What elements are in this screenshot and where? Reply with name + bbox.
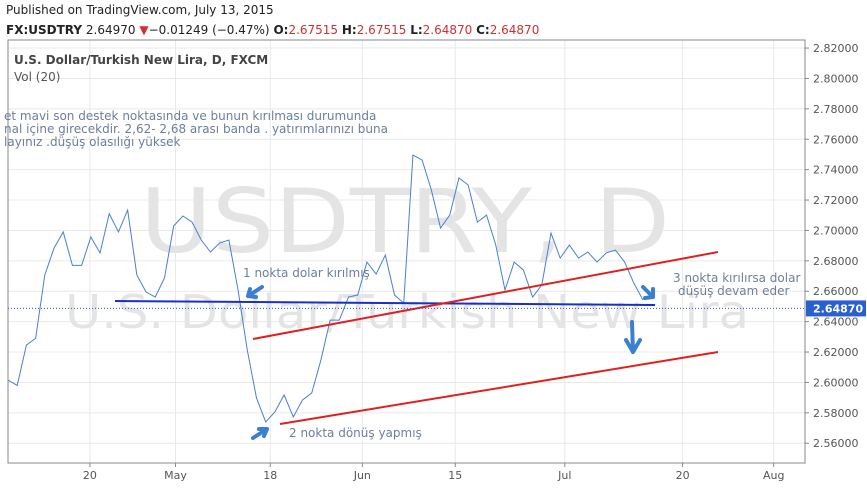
series	[7, 154, 644, 423]
note: nal içine girecekdir. 2,62- 2,68 arası b…	[4, 122, 388, 136]
y-tick-label: 2.72000	[813, 194, 859, 207]
note: layınız .düşüş olasılığı yüksek	[4, 135, 180, 149]
y-tick-label: 2.58000	[813, 407, 859, 420]
open-label: O:	[273, 23, 289, 37]
y-tick-label: 2.82000	[813, 42, 859, 55]
y-tick-label: 2.66000	[813, 285, 859, 298]
low-label: L:	[410, 23, 423, 37]
x-tick-label: 20	[83, 469, 97, 482]
support-line	[114, 300, 656, 306]
quote: FX:USDTRY 2.64970 ▼−0.01249 (−0.47%) O:2…	[6, 20, 539, 40]
price-line	[7, 154, 644, 423]
y-tick-label: 2.62000	[813, 346, 859, 359]
symbol: FX:USDTRY	[6, 23, 83, 37]
y-tick-label: 2.78000	[813, 103, 859, 116]
annotation: 1 nokta dolar kırılmış	[243, 266, 370, 280]
y-tick-label: 2.74000	[813, 164, 859, 177]
y-tick-label: 2.68000	[813, 255, 859, 268]
x-tick-label: 15	[448, 469, 462, 482]
arrow	[641, 285, 655, 300]
y-tick-label: 2.70000	[813, 224, 859, 237]
note: et mavi son destek noktasında ve bunun k…	[4, 109, 376, 123]
high-label: H:	[341, 23, 357, 37]
trend-line	[279, 351, 719, 425]
arrow	[246, 285, 264, 299]
arrow	[251, 427, 269, 440]
y-tick-label: 2.60000	[813, 376, 859, 389]
watermark: U.S. Dollar/Turkish New Lira	[65, 285, 749, 339]
chart-title: U.S. Dollar/Turkish New Lira, D, FXCM	[14, 53, 268, 67]
y-tick-label: 2.56000	[813, 437, 859, 450]
x-tick-label: 18	[263, 469, 277, 482]
close-label: C:	[476, 23, 490, 37]
arrow	[624, 320, 642, 354]
header: Published on TradingView.com, July 13, 2…	[6, 0, 539, 40]
x-tick-label: May	[164, 469, 187, 482]
last-price-box	[806, 300, 866, 317]
annotation: 3 nokta kırılırsa dolar	[673, 271, 800, 285]
change: −0.01249 (−0.47%)	[148, 23, 270, 37]
high: 2.67515	[356, 23, 407, 37]
x-tick-label: Jun	[353, 469, 371, 482]
chart-subtitle: Vol (20)	[14, 70, 60, 84]
close: 2.64870	[489, 23, 540, 37]
direction: ▼	[139, 23, 149, 37]
last-price-label: 2.64870	[813, 302, 863, 315]
last: 2.64970	[85, 23, 136, 37]
y-tick-label: 2.64000	[813, 316, 859, 329]
y-tick-label: 2.76000	[813, 133, 859, 146]
annotation: 2 nokta dönüş yapmış	[289, 426, 422, 440]
x-tick-label: 20	[676, 469, 690, 482]
published: Published on TradingView.com, July 13, 2…	[6, 3, 274, 17]
y-tick-label: 2.80000	[813, 72, 859, 85]
watermark: USDTRY, D	[140, 170, 670, 273]
annotation: düşüş devam eder	[678, 284, 789, 298]
grid	[8, 40, 805, 463]
x-tick-label: Aug	[763, 469, 784, 482]
x-tick-label: Jul	[557, 469, 571, 482]
trend-line	[252, 251, 719, 340]
arrows	[246, 285, 655, 440]
low: 2.64870	[422, 23, 473, 37]
open: 2.67515	[288, 23, 339, 37]
